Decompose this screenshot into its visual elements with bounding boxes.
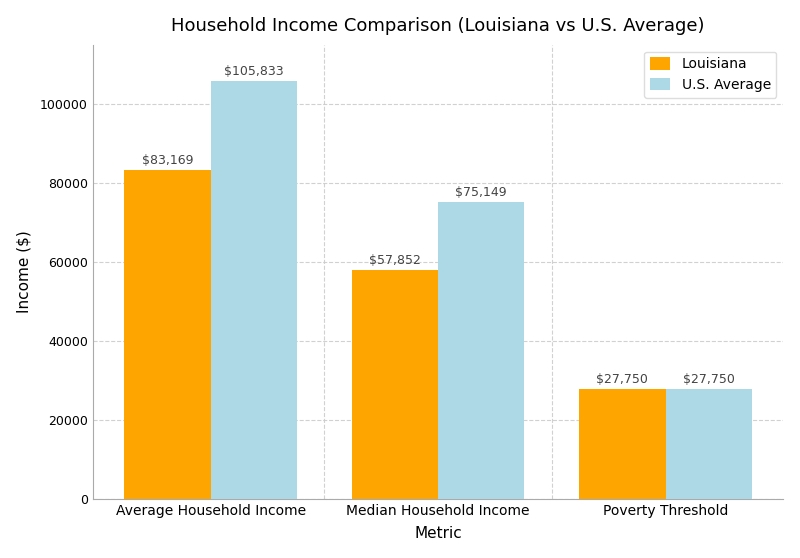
Bar	[438, 202, 525, 499]
Legend: Louisiana, U.S. Average: Louisiana, U.S. Average	[644, 51, 776, 98]
Text: $57,852: $57,852	[369, 254, 421, 267]
Text: $27,750: $27,750	[596, 373, 648, 386]
Text: $27,750: $27,750	[682, 373, 734, 386]
Y-axis label: Income ($): Income ($)	[17, 230, 32, 313]
Title: Household Income Comparison (Louisiana vs U.S. Average): Household Income Comparison (Louisiana v…	[171, 17, 705, 35]
Text: $75,149: $75,149	[455, 186, 507, 199]
Bar	[579, 389, 666, 499]
Bar	[210, 81, 297, 499]
Bar	[351, 271, 438, 499]
X-axis label: Metric: Metric	[414, 526, 462, 541]
Bar	[124, 170, 210, 499]
Text: $105,833: $105,833	[224, 65, 283, 78]
Bar	[666, 389, 752, 499]
Text: $83,169: $83,169	[142, 154, 193, 167]
